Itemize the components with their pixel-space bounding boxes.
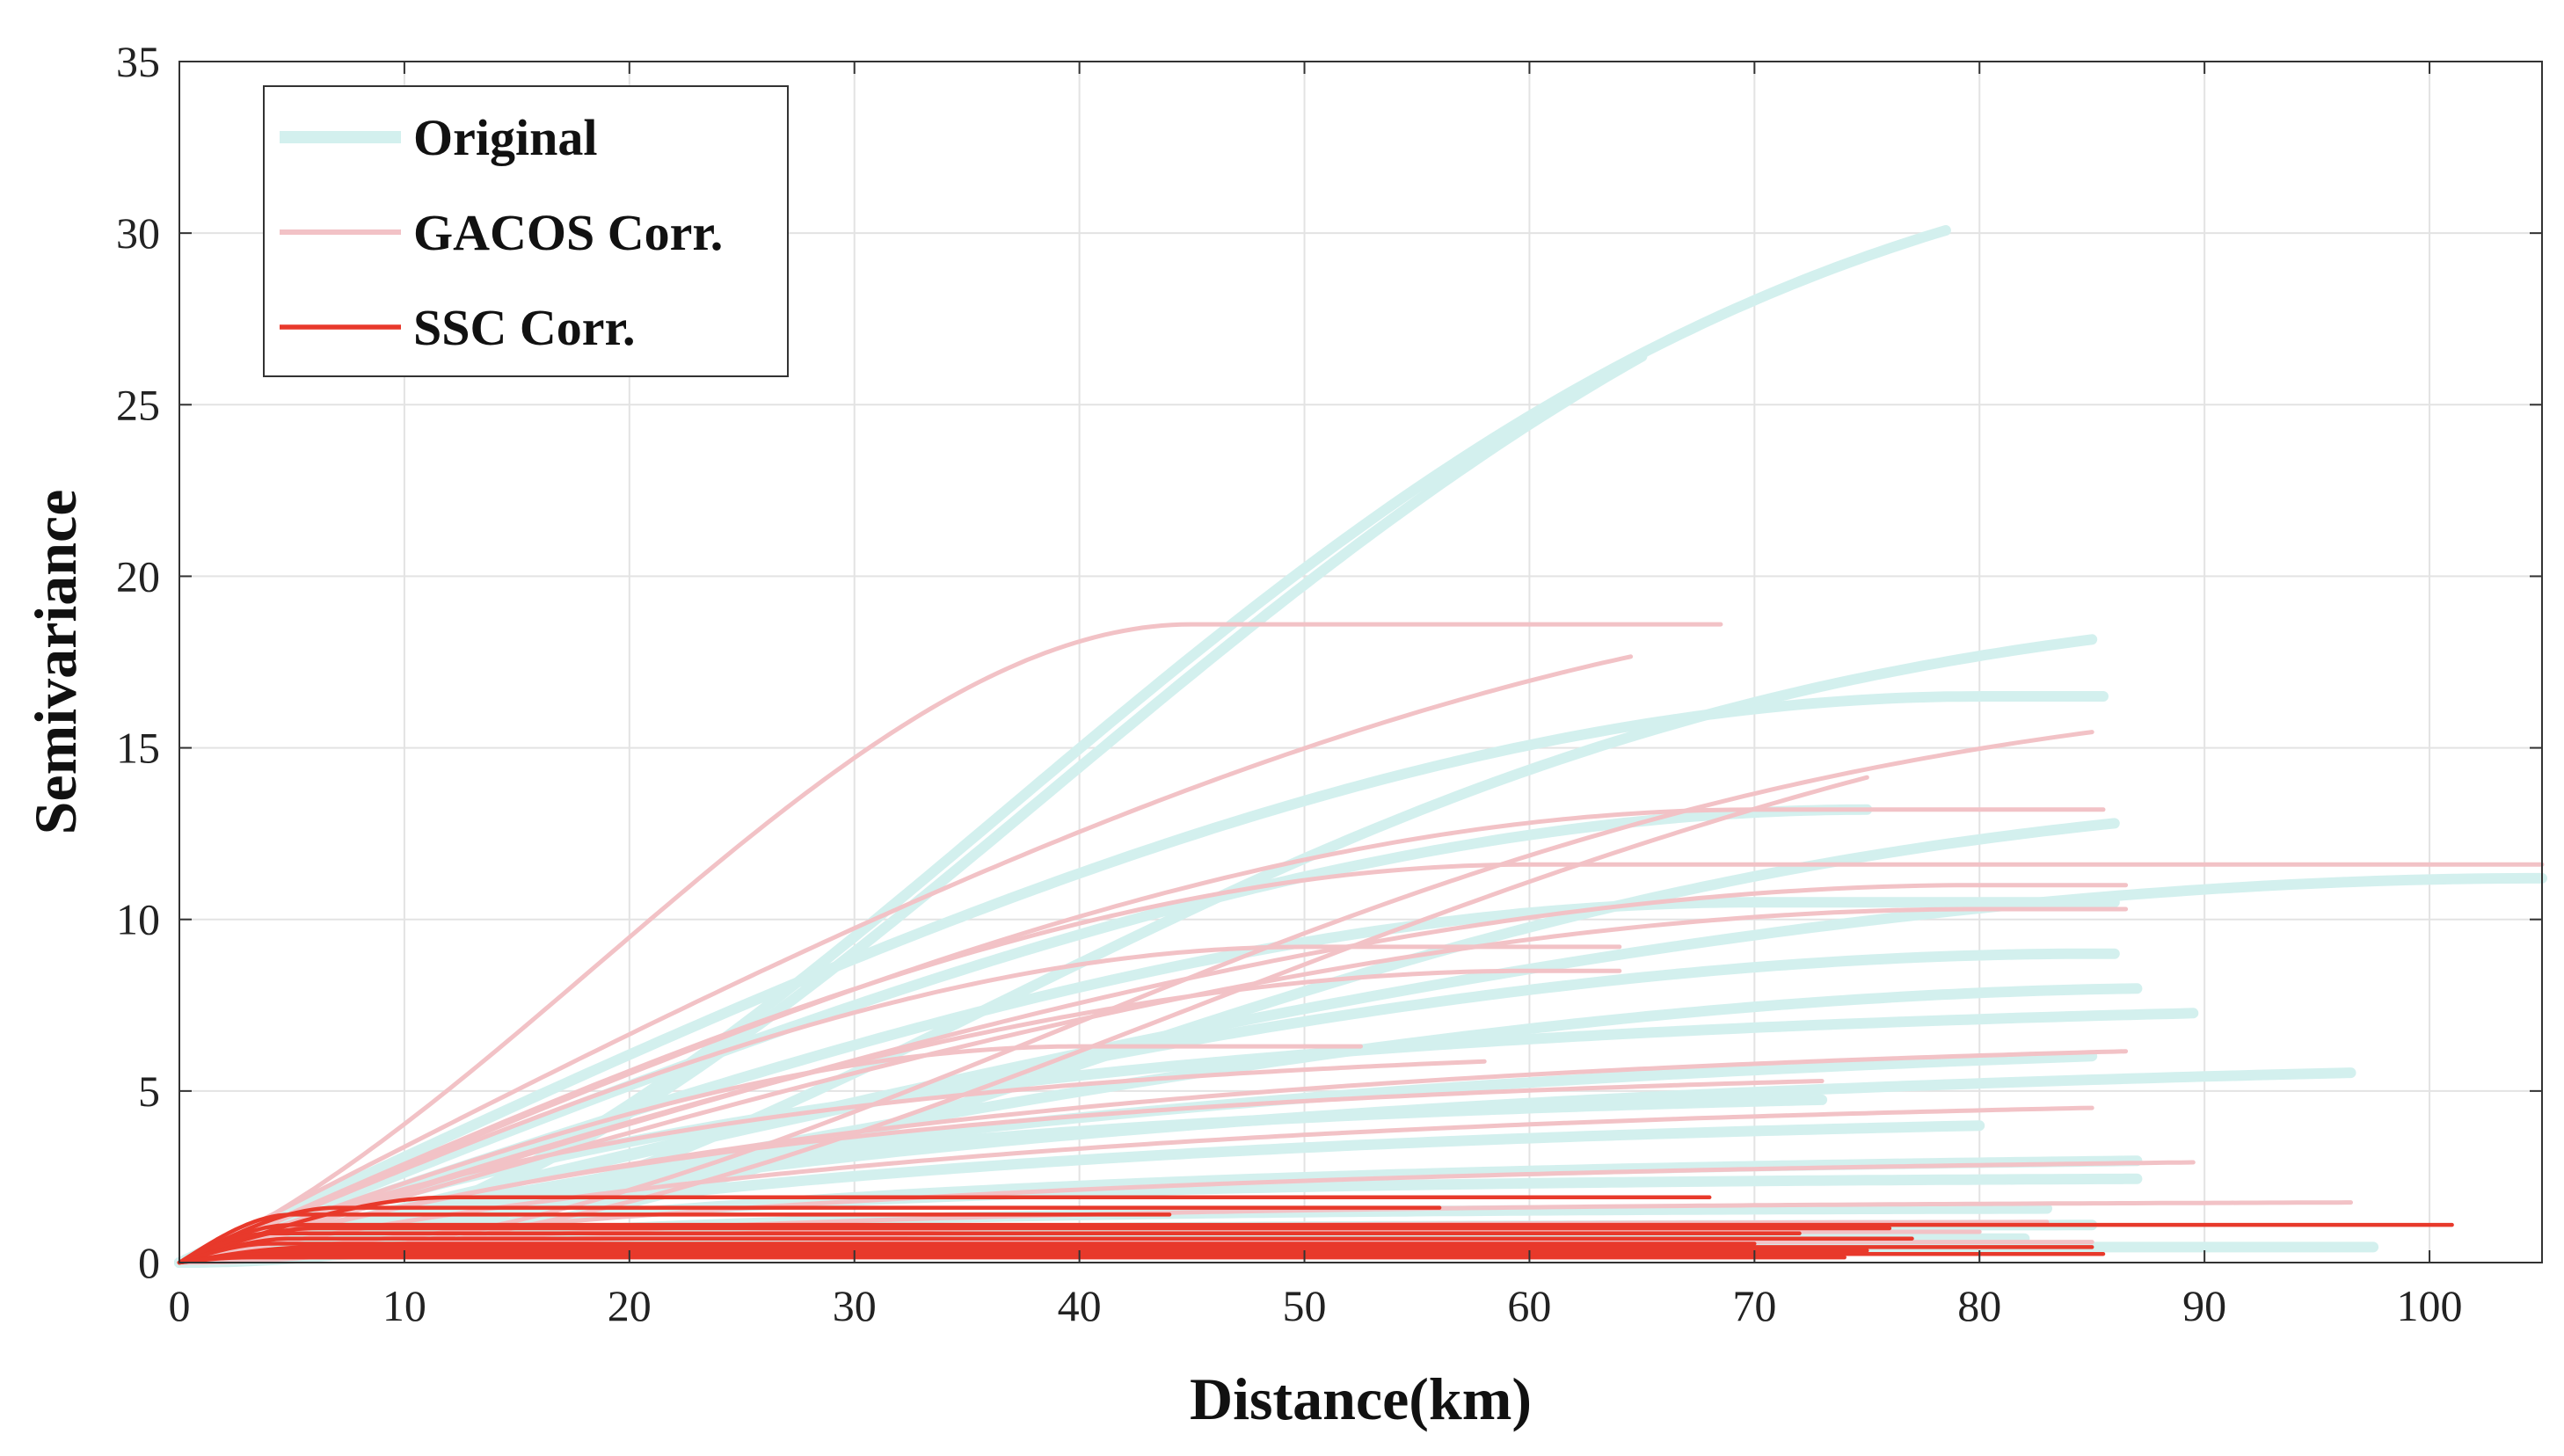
series-curve	[177, 944, 1622, 1265]
x-tick-label: 10	[382, 1281, 426, 1330]
legend-label: SSC Corr.	[413, 299, 635, 356]
plot-frame	[178, 61, 2543, 1263]
series-curve	[177, 1059, 1487, 1265]
series-curve	[177, 1044, 1363, 1265]
series-curve	[177, 622, 1723, 1265]
y-tick-label: 35	[116, 37, 160, 86]
series-curve	[177, 1226, 1892, 1265]
series-curve	[177, 654, 1634, 1265]
legend-label: GACOS Corr.	[413, 204, 723, 261]
x-tick-label: 0	[169, 1281, 191, 1330]
x-tick-label: 30	[833, 1281, 877, 1330]
series-curve	[177, 1249, 1869, 1265]
series-curve	[177, 1236, 1914, 1265]
x-tick-label: 60	[1507, 1281, 1551, 1330]
y-tick-label: 10	[116, 895, 160, 944]
y-tick-label: 20	[116, 551, 160, 601]
x-tick-label: 70	[1732, 1281, 1776, 1330]
x-tick-label: 50	[1283, 1281, 1327, 1330]
y-tick-label: 0	[138, 1238, 160, 1287]
series-curve	[177, 1231, 1802, 1265]
series-curve	[177, 1212, 1172, 1265]
series-curve	[177, 1241, 1757, 1265]
legend-label: Original	[413, 109, 597, 166]
axis-ticks: 0 10 20 30 40 50 60 70 80 90 100 0 5 10 15 20 25 30 35	[116, 37, 2542, 1330]
y-tick-label: 15	[116, 724, 160, 773]
x-tick-label: 80	[1957, 1281, 2001, 1330]
y-tick-label: 5	[138, 1067, 160, 1116]
y-tick-label: 30	[116, 208, 160, 258]
series-curve	[177, 1205, 1442, 1265]
series-curve	[174, 804, 1873, 1268]
series-curve	[174, 1094, 1828, 1268]
series-curve	[177, 807, 2106, 1265]
series-curve	[177, 1251, 2106, 1265]
legend: Original GACOS Corr. SSC Corr.	[263, 85, 789, 377]
series-curve	[177, 1255, 1847, 1265]
series-layer	[174, 225, 2547, 1268]
x-tick-label: 40	[1058, 1281, 1102, 1330]
x-tick-label: 20	[608, 1281, 652, 1330]
x-tick-label: 90	[2182, 1281, 2226, 1330]
y-axis-title: Semivariance	[22, 490, 89, 835]
x-axis-title: Distance(km)	[1190, 1365, 1532, 1432]
series-ssc-corr	[177, 1195, 2454, 1265]
x-tick-label: 100	[2397, 1281, 2463, 1330]
series-curve	[177, 862, 2545, 1265]
series-curve	[177, 1245, 2094, 1265]
series-curve	[177, 1222, 2454, 1265]
series-curve	[174, 691, 2109, 1268]
y-tick-label: 25	[116, 380, 160, 429]
series-curve	[177, 1195, 1712, 1265]
